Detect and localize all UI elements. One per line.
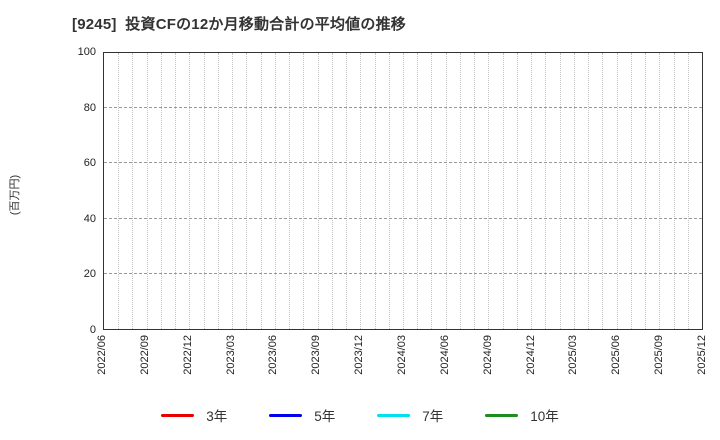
legend-label: 5年 bbox=[314, 409, 336, 424]
legend-line-swatch bbox=[485, 413, 519, 417]
x-tick-label: 2024/12 bbox=[524, 335, 537, 375]
x-tick-label: 2023/06 bbox=[267, 335, 280, 375]
vertical-gridline bbox=[274, 53, 276, 329]
vertical-gridline bbox=[588, 53, 590, 329]
horizontal-gridline bbox=[104, 162, 702, 164]
vertical-gridline bbox=[602, 53, 604, 329]
vertical-gridline bbox=[659, 53, 661, 329]
vertical-gridline bbox=[132, 53, 134, 329]
chart-title: [9245] 投資CFの12か月移動合計の平均値の推移 bbox=[72, 16, 406, 33]
y-tick-label: 20 bbox=[83, 268, 96, 281]
x-tick-label: 2022/09 bbox=[138, 335, 151, 375]
x-tick-label: 2023/12 bbox=[353, 335, 366, 375]
legend: 3年 5年 7年 10年 bbox=[0, 402, 720, 428]
y-tick-label: 100 bbox=[77, 46, 96, 58]
vertical-gridline bbox=[331, 53, 333, 329]
vertical-gridline bbox=[673, 53, 675, 329]
x-tick-label: 2025/09 bbox=[653, 335, 666, 375]
y-tick-label: 60 bbox=[83, 157, 96, 170]
legend-line-swatch bbox=[377, 413, 411, 417]
legend-item: 10年 bbox=[485, 405, 559, 425]
legend-item: 5年 bbox=[269, 405, 335, 425]
x-tick-label: 2025/12 bbox=[696, 335, 708, 375]
x-tick-label: 2022/06 bbox=[96, 335, 108, 375]
vertical-gridline bbox=[175, 53, 177, 329]
vertical-gridline bbox=[573, 53, 575, 329]
vertical-gridline bbox=[545, 53, 547, 329]
vertical-gridline bbox=[531, 53, 533, 329]
vertical-gridline bbox=[189, 53, 191, 329]
y-axis-ticks: 0 20 40 60 80 100 bbox=[0, 46, 96, 336]
vertical-gridline bbox=[317, 53, 319, 329]
x-tick-label: 2025/06 bbox=[610, 335, 623, 375]
y-tick-label: 40 bbox=[83, 212, 96, 225]
x-tick-label: 2023/09 bbox=[310, 335, 323, 375]
y-tick-label: 0 bbox=[89, 324, 96, 336]
horizontal-gridline bbox=[104, 107, 702, 109]
vertical-gridline bbox=[417, 53, 419, 329]
vertical-gridline bbox=[630, 53, 632, 329]
vertical-gridline bbox=[516, 53, 518, 329]
legend-label: 7年 bbox=[422, 409, 444, 424]
legend-item: 7年 bbox=[377, 405, 443, 425]
vertical-gridline bbox=[160, 53, 162, 329]
y-tick-label: 80 bbox=[83, 101, 96, 114]
vertical-gridline bbox=[246, 53, 248, 329]
vertical-gridline bbox=[232, 53, 234, 329]
vertical-gridline bbox=[445, 53, 447, 329]
vertical-gridline bbox=[474, 53, 476, 329]
horizontal-gridline bbox=[104, 217, 702, 219]
vertical-gridline bbox=[687, 53, 689, 329]
vertical-gridline bbox=[260, 53, 262, 329]
vertical-gridline bbox=[203, 53, 205, 329]
x-tick-label: 2024/03 bbox=[396, 335, 408, 375]
vertical-gridline bbox=[616, 53, 618, 329]
vertical-gridline bbox=[388, 53, 390, 329]
legend-label: 10年 bbox=[530, 409, 559, 424]
vertical-gridline bbox=[502, 53, 504, 329]
vertical-gridline bbox=[403, 53, 404, 329]
vertical-gridline bbox=[374, 53, 376, 329]
x-axis-ticks: 2022/06 2022/09 2022/12 2023/03 2023/06 2023/… bbox=[96, 335, 708, 395]
legend-line-swatch bbox=[161, 413, 195, 417]
horizontal-gridline bbox=[104, 272, 702, 274]
vertical-gridline bbox=[217, 53, 219, 329]
plot-area bbox=[103, 52, 703, 330]
vertical-gridline bbox=[118, 53, 120, 329]
vertical-gridline bbox=[289, 53, 291, 329]
x-tick-label: 2024/06 bbox=[438, 335, 451, 375]
x-tick-label: 2022/12 bbox=[181, 335, 194, 375]
vertical-gridline bbox=[346, 53, 348, 329]
vertical-gridline bbox=[360, 53, 362, 329]
x-tick-label: 2025/03 bbox=[567, 335, 580, 375]
legend-line-swatch bbox=[269, 413, 303, 417]
vertical-gridline bbox=[459, 53, 461, 329]
x-tick-label: 2024/09 bbox=[481, 335, 494, 375]
vertical-gridline bbox=[488, 53, 490, 329]
vertical-gridline bbox=[645, 53, 647, 329]
legend-label: 3年 bbox=[206, 409, 228, 424]
legend-item: 3年 bbox=[161, 405, 227, 425]
x-tick-label: 2023/03 bbox=[224, 335, 237, 375]
vertical-gridline bbox=[146, 53, 148, 329]
vertical-gridline bbox=[431, 53, 433, 329]
vertical-gridline bbox=[559, 53, 561, 329]
vertical-gridline bbox=[303, 53, 305, 329]
